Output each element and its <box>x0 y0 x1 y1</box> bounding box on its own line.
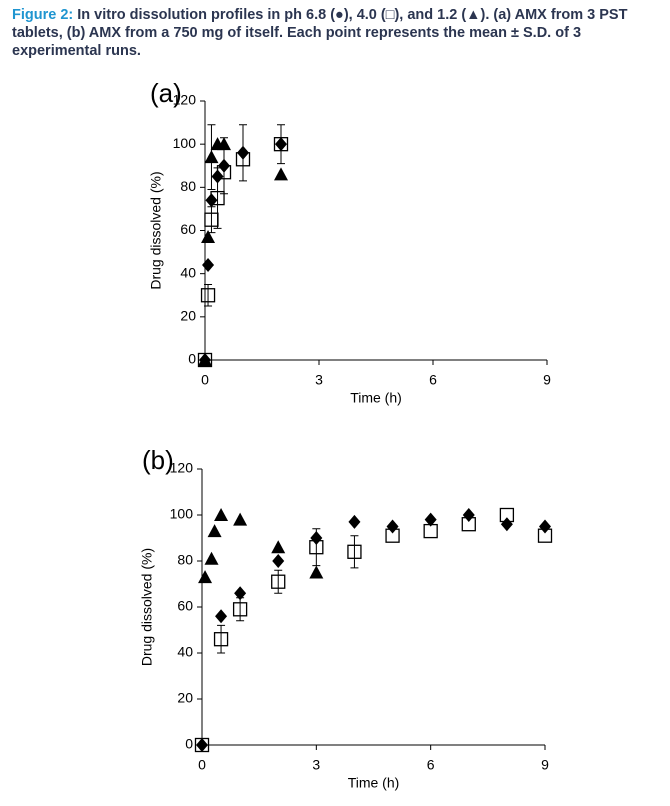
point <box>385 528 400 543</box>
point <box>215 609 228 624</box>
x-tick-label: 6 <box>429 372 437 388</box>
point <box>234 586 247 601</box>
y-tick-label: 80 <box>180 178 196 194</box>
point <box>348 514 361 529</box>
point <box>198 353 212 366</box>
y-tick-label: 0 <box>188 351 196 367</box>
point <box>347 544 362 559</box>
point <box>216 165 232 180</box>
y-tick-label: 120 <box>170 460 194 476</box>
point <box>217 137 231 151</box>
point <box>196 738 208 752</box>
point <box>423 523 438 539</box>
caption-text: In vitro dissolution profiles in ph 6.8 … <box>12 7 628 59</box>
point <box>273 137 289 152</box>
point <box>204 212 219 227</box>
x-tick-label: 0 <box>201 372 209 388</box>
point <box>198 570 213 584</box>
point <box>200 288 216 303</box>
x-tick-label: 3 <box>315 372 323 388</box>
error-bar <box>274 569 283 594</box>
point <box>213 632 229 647</box>
x-tick-label: 9 <box>541 757 549 773</box>
point <box>271 540 286 554</box>
point <box>309 565 324 579</box>
point <box>235 152 251 167</box>
point <box>274 167 288 181</box>
point <box>201 229 216 243</box>
point <box>204 150 219 164</box>
error-bar <box>204 283 213 307</box>
point <box>232 602 248 617</box>
y-tick-label: 40 <box>177 644 193 660</box>
y-tick-label: 60 <box>180 221 196 237</box>
y-axis-label: Drug dissolved (%) <box>148 171 164 289</box>
point <box>462 508 475 522</box>
y-tick-label: 120 <box>173 92 197 108</box>
y-tick-label: 0 <box>185 736 193 752</box>
point <box>202 258 215 273</box>
caption-label: Figure 2: <box>12 7 74 23</box>
point <box>275 137 287 152</box>
panel-label: (a) <box>150 78 182 108</box>
error-bar <box>350 535 359 569</box>
y-tick-label: 80 <box>177 552 193 568</box>
point <box>271 574 286 589</box>
x-tick-label: 3 <box>312 757 320 773</box>
point <box>424 512 437 527</box>
y-tick-label: 100 <box>170 506 194 522</box>
y-tick-label: 20 <box>180 308 196 324</box>
x-tick-label: 9 <box>543 372 551 388</box>
point <box>309 540 324 555</box>
panel-label: (b) <box>142 445 174 475</box>
x-tick-label: 0 <box>198 757 206 773</box>
point <box>461 517 476 532</box>
y-tick-label: 40 <box>180 264 196 280</box>
point <box>194 737 210 753</box>
error-bar <box>217 624 226 654</box>
error-bar <box>236 597 245 622</box>
x-axis-label: Time (h) <box>348 775 400 791</box>
point <box>233 512 248 526</box>
x-axis-label: Time (h) <box>350 390 402 406</box>
point <box>204 551 219 565</box>
y-tick-label: 100 <box>173 135 197 151</box>
y-tick-label: 60 <box>177 598 193 614</box>
point <box>207 524 222 538</box>
point <box>537 528 553 543</box>
x-tick-label: 6 <box>427 757 435 773</box>
point <box>272 554 285 568</box>
y-axis-label: Drug dissolved (%) <box>139 548 155 666</box>
point <box>539 519 551 534</box>
point <box>210 190 225 206</box>
caption: Figure 2: In vitro dissolution profiles … <box>12 6 660 60</box>
point <box>499 507 515 523</box>
point <box>214 508 229 521</box>
point <box>500 517 513 532</box>
point <box>386 519 399 534</box>
y-tick-label: 20 <box>177 690 193 706</box>
